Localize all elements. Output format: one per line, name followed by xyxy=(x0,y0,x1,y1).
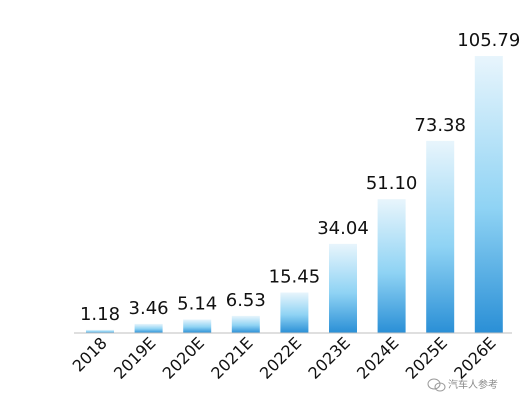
x-tick-label-2019E: 2019E xyxy=(110,333,159,382)
bar-2022E xyxy=(280,292,309,333)
bar-2021E xyxy=(231,315,260,333)
x-tick-label-2025E: 2025E xyxy=(402,333,451,382)
value-label-2026E: 105.79 xyxy=(457,30,520,51)
value-label-2023E: 34.04 xyxy=(317,218,369,239)
x-tick-label-2023E: 2023E xyxy=(304,333,353,382)
bar-2023E xyxy=(329,243,357,333)
bar-2024E xyxy=(377,199,406,333)
value-label-2020E: 5.14 xyxy=(177,294,217,315)
wechat-icon xyxy=(427,378,446,392)
x-tick-label-2018: 2018 xyxy=(69,333,111,375)
bar-group xyxy=(86,56,503,333)
value-label-2021E: 6.53 xyxy=(226,290,266,311)
x-tick-label-group: 2018 2019E 2020E 2021E 2022E 2023E 2024E 2025E 2… xyxy=(69,333,500,382)
watermark-text: 汽车人参考 xyxy=(448,378,498,391)
x-tick-label-2020E: 2020E xyxy=(159,333,208,382)
value-label-2019E: 3.46 xyxy=(129,298,169,319)
x-tick-label-2024E: 2024E xyxy=(353,333,402,382)
x-tick-label-2026E: 2026E xyxy=(450,333,499,382)
watermark: 汽车人参考 xyxy=(427,378,498,392)
bar-2019E xyxy=(134,323,163,333)
bar-2026E xyxy=(474,56,503,333)
bar-2020E xyxy=(183,319,212,333)
x-tick-label-2022E: 2022E xyxy=(256,333,305,382)
x-tick-label-2021E: 2021E xyxy=(207,333,256,382)
value-label-2025E: 73.38 xyxy=(414,115,466,136)
value-label-2024E: 51.10 xyxy=(366,173,418,194)
bar-2018 xyxy=(86,329,114,333)
value-label-2018: 1.18 xyxy=(80,304,120,325)
value-label-2022E: 15.45 xyxy=(269,267,321,288)
bar-2025E xyxy=(426,140,455,333)
